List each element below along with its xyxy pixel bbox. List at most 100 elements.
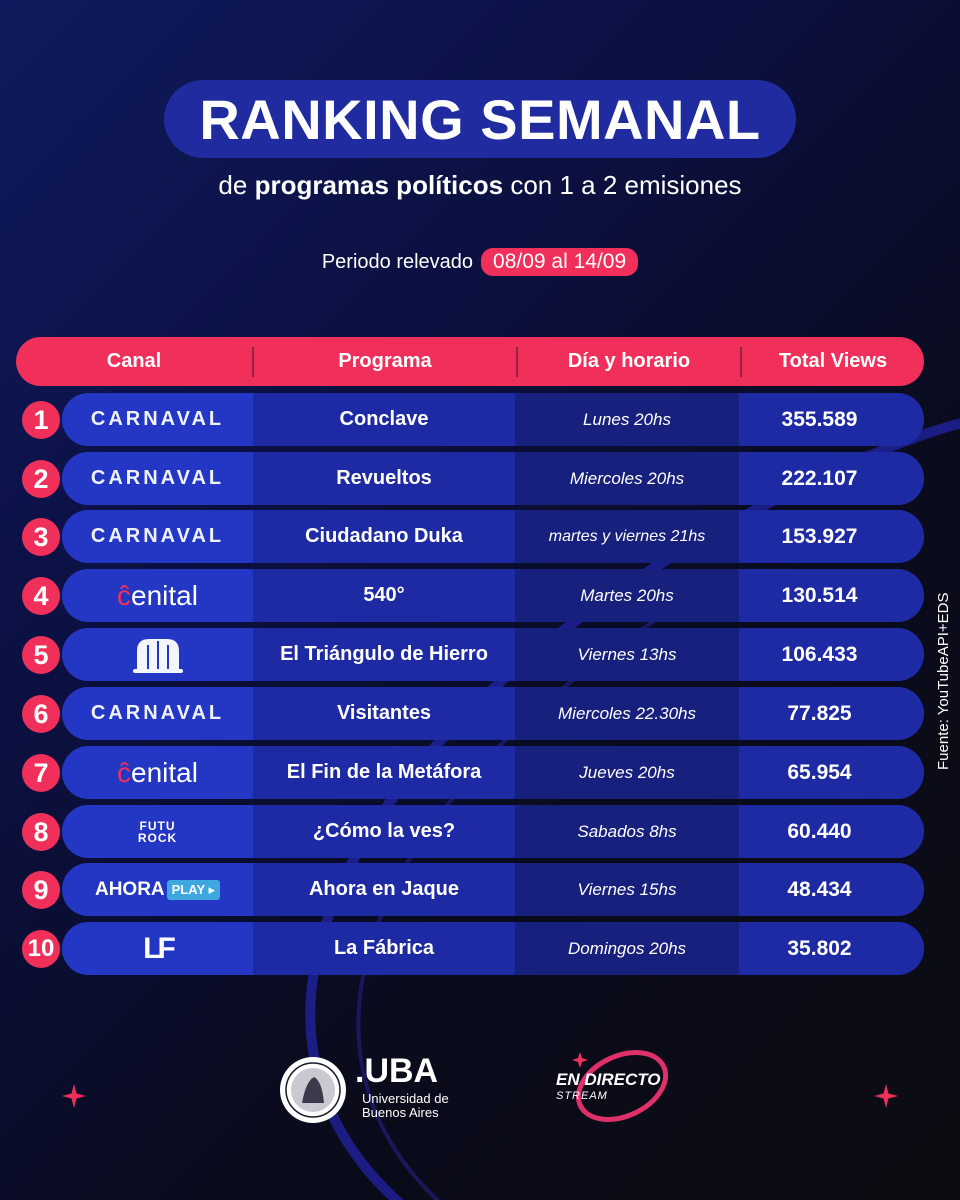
header-divider: [252, 346, 254, 377]
channel-logo-lf: LF: [62, 922, 253, 975]
schedule: Miercoles 20hs: [515, 452, 739, 505]
schedule: Sabados 8hs: [515, 805, 739, 858]
en-directo-title: EN DIRECTO: [556, 1070, 661, 1089]
period-label: Periodo relevado: [321, 250, 474, 273]
table-header: Canal Programa Día y horario Total Views: [16, 337, 924, 386]
lf-logo: LF: [143, 931, 176, 965]
program-name: Revueltos: [253, 452, 515, 505]
header-canal: Canal: [106, 350, 162, 372]
row-bar: CARNAVAL Revueltos Miercoles 20hs 222.10…: [62, 452, 924, 505]
program-name: Ahora en Jaque: [253, 863, 515, 916]
period-line: Periodo relevado 08/09 al 14/09: [0, 248, 960, 276]
channel-logo-futurock: FUTU ROCK: [62, 805, 253, 858]
table-row: 7 ĉenital El Fin de la Metáfora Jueves 2…: [16, 746, 924, 799]
channel-logo-carnaval: CARNAVAL: [62, 452, 253, 505]
row-bar: FUTU ROCK ¿Cómo la ves? Sabados 8hs 60.4…: [62, 805, 924, 858]
program-name: El Triángulo de Hierro: [253, 628, 515, 681]
table-row: 6 CARNAVAL Visitantes Miercoles 22.30hs …: [16, 687, 924, 740]
carnaval-logo-text: CARNAVAL: [90, 702, 225, 724]
rank-badge: 3: [22, 518, 60, 556]
rank-badge: 5: [22, 636, 60, 674]
row-bar: El Triángulo de Hierro Viernes 13hs 106.…: [62, 628, 924, 681]
schedule: Jueves 20hs: [515, 746, 739, 799]
rank-badge: 6: [22, 695, 60, 733]
en-directo-logo-icon: [572, 1050, 669, 1122]
rank-badge: 7: [22, 754, 60, 792]
program-name: Visitantes: [253, 687, 515, 740]
en-directo-subtitle: STREAM: [556, 1090, 608, 1102]
carnaval-logo-text: CARNAVAL: [90, 525, 225, 547]
header-divider: [516, 346, 518, 377]
rank-badge: 2: [22, 460, 60, 498]
total-views: 130.514: [739, 569, 924, 622]
row-bar: CARNAVAL Visitantes Miercoles 22.30hs 77…: [62, 687, 924, 740]
rank-badge: 4: [22, 577, 60, 615]
sparkle-icon: [62, 1084, 86, 1108]
schedule: Lunes 20hs: [515, 393, 739, 446]
channel-logo-cenital: ĉenital: [62, 569, 253, 622]
table-row: 3 CARNAVAL Ciudadano Duka martes y viern…: [16, 510, 924, 563]
uba-seal-icon: [280, 1057, 346, 1123]
table-row: 4 ĉenital 540° Martes 20hs 130.514: [16, 569, 924, 622]
ahora-play-logo: AHORA PLAY ▸: [95, 879, 221, 901]
table-row: 8 FUTU ROCK ¿Cómo la ves? Sabados 8hs 60…: [16, 805, 924, 858]
header-views: Total Views: [778, 350, 888, 372]
cenital-logo: ĉenital: [117, 756, 198, 788]
channel-logo-ahora-play: AHORA PLAY ▸: [62, 863, 253, 916]
table-row: 9 AHORA PLAY ▸ Ahora en Jaque Viernes 15h…: [16, 863, 924, 916]
carnaval-logo-text: CARNAVAL: [90, 467, 225, 489]
total-views: 35.802: [739, 922, 924, 975]
program-name: La Fábrica: [253, 922, 515, 975]
table-row: 5 El Triángulo de Hierro Viernes 13hs 10…: [16, 628, 924, 681]
total-views: 77.825: [739, 687, 924, 740]
row-bar: CARNAVAL Conclave Lunes 20hs 355.589: [62, 393, 924, 446]
row-bar: AHORA PLAY ▸ Ahora en Jaque Viernes 15hs …: [62, 863, 924, 916]
rank-badge: 8: [22, 813, 60, 851]
uba-name: .UBA: [355, 1052, 439, 1090]
table-row: 2 CARNAVAL Revueltos Miercoles 20hs 222.…: [16, 452, 924, 505]
rank-badge: 10: [22, 930, 60, 968]
subtitle-suffix: con 1 a 2 emisiones: [510, 170, 742, 200]
page-subtitle: de programas políticos con 1 a 2 emision…: [0, 170, 960, 201]
schedule: Viernes 15hs: [515, 863, 739, 916]
total-views: 355.589: [739, 393, 924, 446]
program-name: 540°: [253, 569, 515, 622]
schedule: Viernes 13hs: [515, 628, 739, 681]
row-bar: CARNAVAL Ciudadano Duka martes y viernes…: [62, 510, 924, 563]
schedule: Martes 20hs: [515, 569, 739, 622]
triangulo-logo-icon: [132, 638, 183, 673]
total-views: 153.927: [739, 510, 924, 563]
uba-subtitle: Universidad de Buenos Aires: [362, 1091, 449, 1120]
channel-logo-carnaval: CARNAVAL: [62, 687, 253, 740]
table-row: 1 CARNAVAL Conclave Lunes 20hs 355.589: [16, 393, 924, 446]
total-views: 65.954: [739, 746, 924, 799]
rank-badge: 9: [22, 871, 60, 909]
header-dia: Día y horario: [567, 350, 691, 372]
channel-logo-carnaval: CARNAVAL: [62, 510, 253, 563]
schedule: Domingos 20hs: [515, 922, 739, 975]
program-name: Conclave: [253, 393, 515, 446]
page-title: RANKING SEMANAL: [164, 80, 796, 158]
program-name: El Fin de la Metáfora: [253, 746, 515, 799]
channel-logo-carnaval: CARNAVAL: [62, 393, 253, 446]
sparkle-icon: [874, 1084, 898, 1108]
futurock-logo: FUTU ROCK: [137, 818, 178, 845]
rank-badge: 1: [22, 401, 60, 439]
program-name: ¿Cómo la ves?: [253, 805, 515, 858]
header-divider: [740, 346, 742, 377]
period-badge: 08/09 al 14/09: [481, 248, 639, 276]
subtitle-bold: programas políticos: [254, 170, 504, 200]
header-programa: Programa: [338, 350, 432, 372]
row-bar: ĉenital 540° Martes 20hs 130.514: [62, 569, 924, 622]
row-bar: ĉenital El Fin de la Metáfora Jueves 20h…: [62, 746, 924, 799]
channel-logo-cenital: ĉenital: [62, 746, 253, 799]
schedule: Miercoles 22.30hs: [515, 687, 739, 740]
row-bar: LF La Fábrica Domingos 20hs 35.802: [62, 922, 924, 975]
table-row: 10 LF La Fábrica Domingos 20hs 35.802: [16, 922, 924, 975]
schedule: martes y viernes 21hs: [515, 510, 739, 563]
subtitle-prefix: de: [218, 170, 248, 200]
carnaval-logo-text: CARNAVAL: [90, 408, 225, 430]
source-note: Fuente: YouTubeAPI+EDS: [935, 592, 952, 771]
total-views: 222.107: [739, 452, 924, 505]
total-views: 48.434: [739, 863, 924, 916]
